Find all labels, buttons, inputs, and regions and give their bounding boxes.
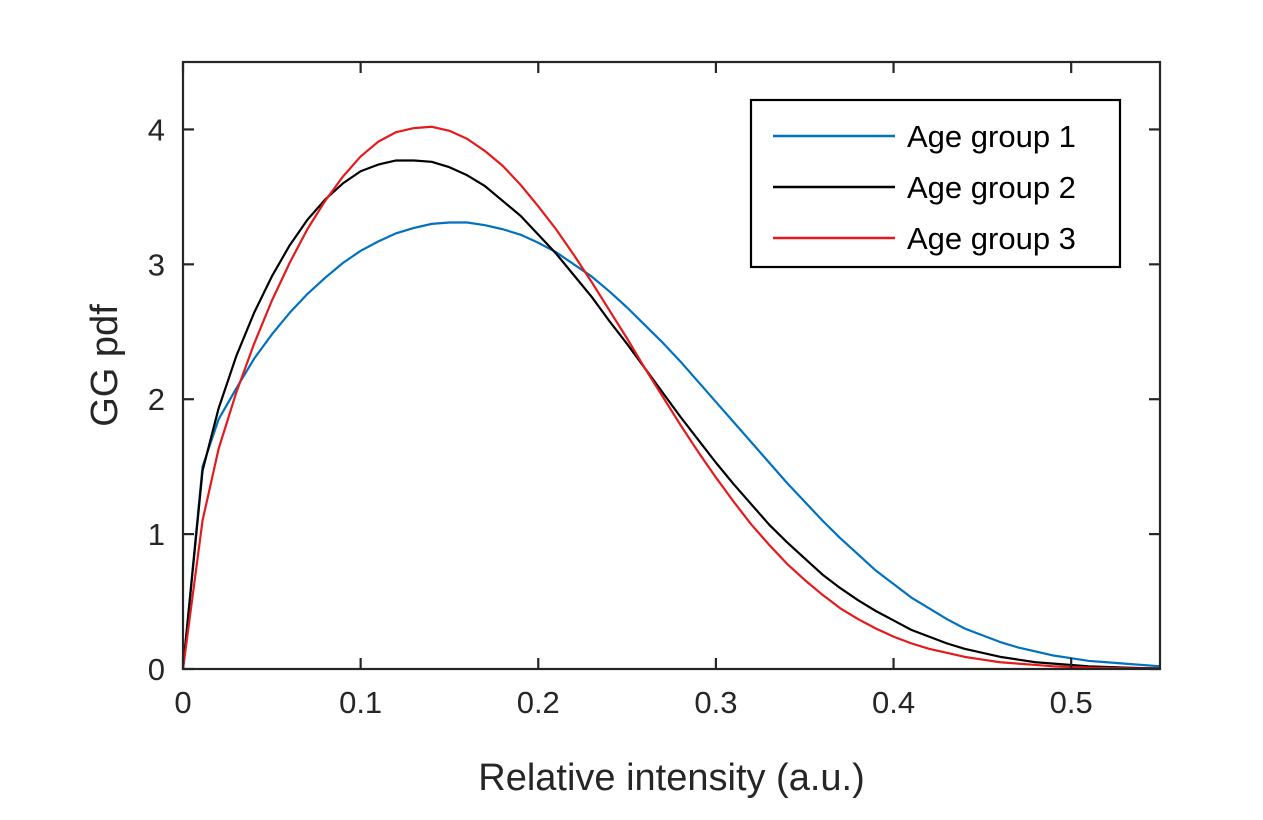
x-tick-label: 0.4 (872, 685, 915, 720)
plot-frame (181, 60, 1162, 671)
legend-items: Age group 1 Age group 2 Age group 3 (773, 119, 1076, 256)
y-tick-label: 0 (148, 652, 165, 687)
legend-label-age-group-1: Age group 1 (907, 119, 1076, 154)
series-line-age-group-3 (181, 125, 1161, 670)
y-tick-label: 3 (148, 247, 165, 282)
x-tick-label: 0 (174, 685, 191, 720)
x-tick-label: 0.3 (694, 685, 737, 720)
x-tick-label: 0.1 (339, 685, 382, 720)
y-tick-label: 2 (148, 382, 165, 417)
tick-layer: 0 0.1 0.2 0.3 0.4 0.5 0 1 2 3 4 (148, 62, 1160, 720)
series-line-age-group-2 (181, 159, 1161, 670)
legend-label-age-group-3: Age group 3 (907, 221, 1076, 256)
x-tick-label: 0.5 (1050, 685, 1093, 720)
series-layer (181, 125, 1161, 670)
x-axis-label: Relative intensity (a.u.) (478, 757, 865, 799)
y-tick-label: 4 (148, 112, 165, 147)
series-line-age-group-1 (181, 221, 1161, 670)
legend: Age group 1 Age group 2 Age group 3 (749, 98, 1122, 269)
y-tick-label: 1 (148, 517, 165, 552)
legend-label-age-group-2: Age group 2 (907, 170, 1076, 205)
x-tick-label: 0.2 (517, 685, 560, 720)
y-axis-label: GG pdf (84, 304, 126, 427)
